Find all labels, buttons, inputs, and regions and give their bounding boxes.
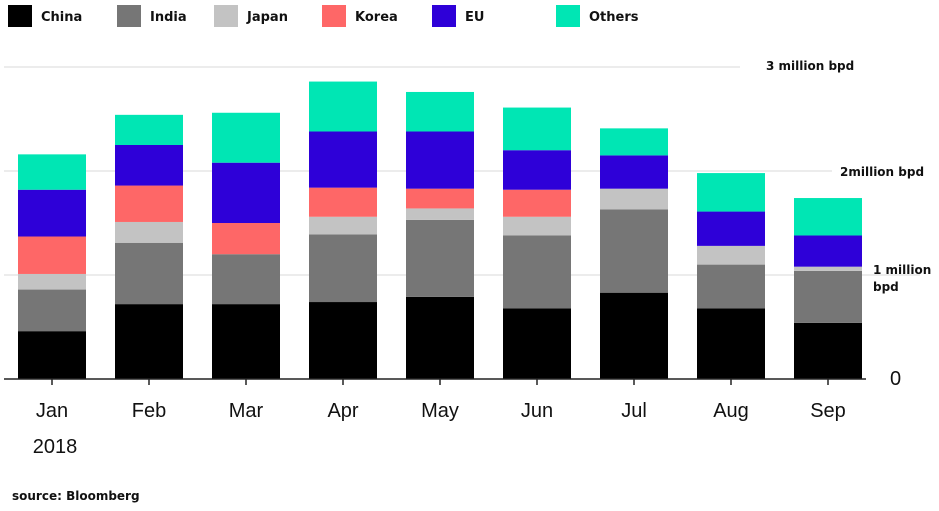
bars xyxy=(18,81,862,379)
legend-swatch-eu xyxy=(432,5,456,27)
bar-aug-china xyxy=(697,308,765,379)
bar-mar-others xyxy=(212,112,280,163)
bar-aug-india xyxy=(697,264,765,309)
bar-feb-eu xyxy=(115,145,183,186)
bar-aug-eu xyxy=(697,211,765,246)
bar-apr-china xyxy=(309,302,377,379)
bar-feb-china xyxy=(115,304,183,379)
x-tick-label-aug: Aug xyxy=(713,400,749,422)
bar-jun-india xyxy=(503,235,571,309)
legend-swatch-india xyxy=(117,5,141,27)
legend-swatch-china xyxy=(8,5,32,27)
bar-jun-others xyxy=(503,107,571,151)
legend-swatch-others xyxy=(556,5,580,27)
bar-jun-china xyxy=(503,308,571,379)
x-tick-label-jan: Jan xyxy=(36,400,68,422)
legend-swatch-japan xyxy=(214,5,238,27)
legend-label-china: China xyxy=(41,10,82,25)
bar-apr-korea xyxy=(309,187,377,217)
bar-apr-india xyxy=(309,234,377,303)
bar-feb-india xyxy=(115,242,183,305)
x-tick-label-mar: Mar xyxy=(229,400,264,422)
bar-jul-india xyxy=(600,209,668,293)
y-tick-label-0: 0 xyxy=(890,368,901,390)
bar-jan-korea xyxy=(18,236,86,274)
bar-apr-eu xyxy=(309,131,377,188)
y-tick-label-1: 1 million bpd xyxy=(873,263,931,294)
y-tick-label-2: 2million bpd xyxy=(840,165,924,179)
bar-mar-eu xyxy=(212,162,280,223)
bar-sep-eu xyxy=(794,235,862,267)
bar-aug-others xyxy=(697,173,765,212)
legend-label-others: Others xyxy=(589,10,639,25)
x-tick-label-may: May xyxy=(421,400,459,422)
source-label: source: Bloomberg xyxy=(12,489,140,503)
bar-jul-china xyxy=(600,292,668,379)
bar-feb-korea xyxy=(115,185,183,222)
bar-jan-eu xyxy=(18,189,86,237)
bar-apr-others xyxy=(309,81,377,132)
bar-jun-korea xyxy=(503,189,571,217)
bar-sep-india xyxy=(794,270,862,323)
legend: China India Japan Korea EU Others xyxy=(8,5,639,27)
bar-jan-others xyxy=(18,154,86,190)
bar-may-others xyxy=(406,91,474,132)
y-tick-label-3: 3 million bpd xyxy=(766,59,854,73)
bar-jul-eu xyxy=(600,155,668,189)
bar-feb-others xyxy=(115,114,183,145)
legend-label-korea: Korea xyxy=(355,10,398,25)
x-tick-label-jul: Jul xyxy=(621,400,647,422)
x-tick-label-apr: Apr xyxy=(327,400,358,422)
bar-may-china xyxy=(406,296,474,379)
bar-jun-eu xyxy=(503,150,571,190)
bar-sep-others xyxy=(794,198,862,236)
bar-mar-india xyxy=(212,254,280,305)
x-tick-label-sep: Sep xyxy=(810,400,846,422)
year-label: 2018 xyxy=(33,436,78,458)
legend-label-japan: Japan xyxy=(246,10,288,25)
bar-jan-india xyxy=(18,289,86,332)
bar-may-india xyxy=(406,219,474,297)
x-axis: Jan Feb Mar Apr May Jun Jul Aug Sep xyxy=(4,378,866,422)
bar-sep-china xyxy=(794,322,862,379)
y-axis: 0 1 million bpd 2million bpd 3 million bpd xyxy=(766,59,931,390)
bar-jan-japan xyxy=(18,273,86,290)
bar-may-eu xyxy=(406,131,474,189)
bar-jul-others xyxy=(600,128,668,156)
bar-sep-japan xyxy=(794,266,862,271)
bar-may-japan xyxy=(406,208,474,220)
bar-aug-japan xyxy=(697,245,765,265)
bar-jan-china xyxy=(18,331,86,379)
x-tick-label-jun: Jun xyxy=(521,400,553,422)
bar-jun-japan xyxy=(503,216,571,236)
bar-mar-korea xyxy=(212,223,280,255)
legend-label-eu: EU xyxy=(465,10,484,25)
bar-apr-japan xyxy=(309,216,377,235)
legend-swatch-korea xyxy=(322,5,346,27)
bar-mar-china xyxy=(212,304,280,379)
legend-label-india: India xyxy=(150,10,187,25)
bar-may-korea xyxy=(406,188,474,209)
bar-jul-japan xyxy=(600,188,668,210)
x-tick-label-feb: Feb xyxy=(132,400,166,422)
bar-feb-japan xyxy=(115,221,183,243)
